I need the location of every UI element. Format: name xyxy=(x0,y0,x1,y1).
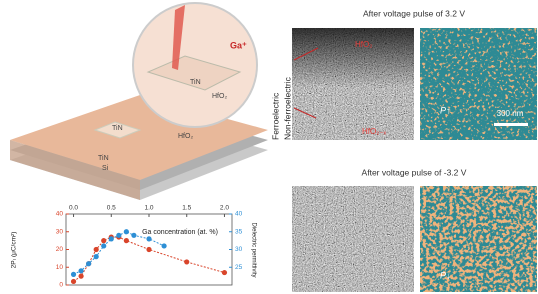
x-tick-label: 0.0 xyxy=(69,205,78,212)
layer-label: TiN xyxy=(98,155,109,162)
y-tick-label: 10 xyxy=(56,264,64,271)
y2-tick-label: 25 xyxy=(235,264,243,271)
data-point xyxy=(86,261,91,266)
x-axis-label: Ga concentration (at. %) xyxy=(142,229,218,236)
polarization-label: P↑ xyxy=(440,105,451,115)
schematic: Ga⁺ TiN HfO₂ TiN HfO₂ TiN Si xyxy=(10,3,268,200)
y-axis-label: 2Pᵣ (μC/cm²) xyxy=(11,232,18,269)
data-point xyxy=(146,247,151,252)
image-title: After voltage pulse of -3.2 V xyxy=(362,167,467,177)
data-point xyxy=(71,279,76,284)
layer-label: HfO₂ xyxy=(178,133,193,140)
data-point xyxy=(94,247,99,252)
x-tick-label: 2.0 xyxy=(220,205,229,212)
layer-label: Si xyxy=(102,165,109,172)
y2-axis-label: Dielectric permittivity xyxy=(250,222,256,277)
data-point xyxy=(222,270,227,275)
data-point xyxy=(71,272,76,277)
y-tick-label: 0 xyxy=(59,282,63,289)
ion-label: Ga⁺ xyxy=(230,40,247,50)
polarization-label: P↓ xyxy=(440,270,451,280)
data-point xyxy=(116,233,121,238)
color-map-domains xyxy=(420,186,537,292)
y-tick-label: 40 xyxy=(56,211,64,218)
region-label: HfO₂₋ₓ xyxy=(362,127,387,136)
gray-image xyxy=(292,186,414,292)
layer-label: TiN xyxy=(112,125,123,132)
y-tick-label: 20 xyxy=(56,246,64,253)
layer-label: TiN xyxy=(190,79,201,86)
images: After voltage pulse of 3.2 V HfO₂ HfO₂₋ₓ… xyxy=(270,8,537,292)
series-line xyxy=(74,237,225,281)
side-label: Ferroelectric xyxy=(270,92,280,140)
data-point xyxy=(109,236,114,241)
data-point xyxy=(124,238,129,243)
page: {"schematic": {"ion": "Ga⁺", "layers": [… xyxy=(0,0,538,294)
image-shade xyxy=(292,28,414,88)
y2-tick-label: 35 xyxy=(235,228,243,235)
data-point xyxy=(94,254,99,259)
image-title: After voltage pulse of 3.2 V xyxy=(363,8,465,18)
data-point xyxy=(101,243,106,248)
layer-label: HfO₂ xyxy=(212,93,227,100)
data-point xyxy=(124,229,129,234)
data-point xyxy=(131,233,136,238)
scale-bar xyxy=(494,123,528,126)
side-label: Non-ferroelectric xyxy=(282,76,292,140)
x-tick-label: 1.5 xyxy=(182,205,191,212)
data-point xyxy=(78,274,83,279)
x-tick-label: 0.5 xyxy=(107,205,116,212)
data-point xyxy=(101,238,106,243)
data-point xyxy=(184,259,189,264)
data-point xyxy=(146,236,151,241)
data-point xyxy=(78,268,83,273)
y-tick-label: 30 xyxy=(56,228,64,235)
chart: Ga concentration (at. %) 2Pᵣ (μC/cm²) Di… xyxy=(11,205,257,289)
data-point xyxy=(161,243,166,248)
x-tick-label: 1.0 xyxy=(144,205,153,212)
scale-bar-label: 300 nm xyxy=(497,109,524,118)
y2-tick-label: 30 xyxy=(235,246,243,253)
region-label: HfO₂ xyxy=(355,40,372,49)
figure: Ga⁺ TiN HfO₂ TiN HfO₂ TiN Si After volta… xyxy=(0,0,538,294)
y2-tick-label: 40 xyxy=(235,211,243,218)
